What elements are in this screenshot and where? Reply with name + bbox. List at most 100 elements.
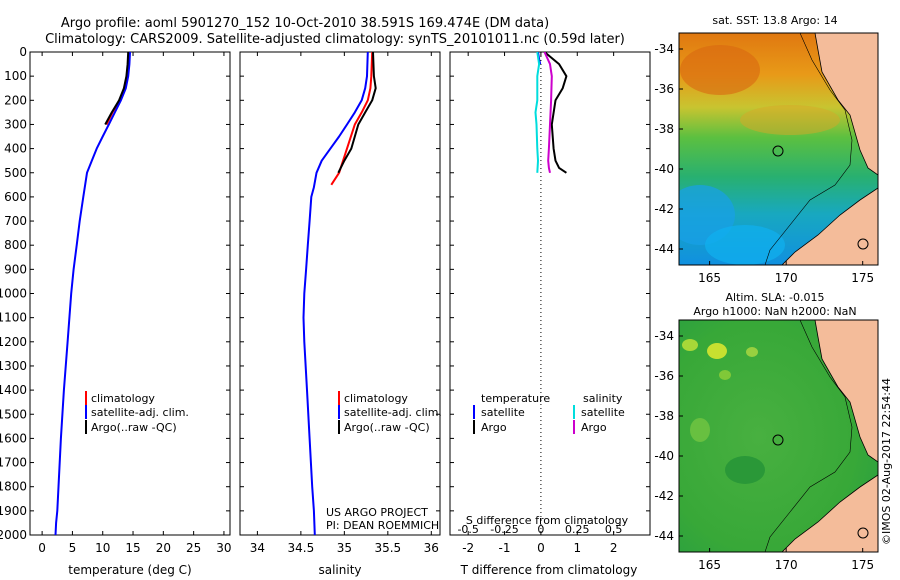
legend-argo: Argo(..raw -QC) — [344, 421, 430, 434]
temperature-xlabel: temperature (deg C) — [68, 563, 191, 577]
depth-tick-label: 900 — [4, 262, 27, 276]
argo-position-marker — [772, 145, 784, 157]
depth-tick-label: 1600 — [0, 431, 27, 445]
salinity-axes — [239, 51, 441, 536]
series-line-argo-raw-qc- — [104, 52, 130, 125]
salinity-xlabel: salinity — [318, 563, 361, 577]
map-lat-label: -40 — [654, 449, 674, 463]
map-lat-label: -36 — [654, 369, 674, 383]
depth-tick-label: 1700 — [0, 456, 27, 470]
temperature-axes — [29, 51, 231, 536]
depth-tick-label: 1500 — [0, 407, 27, 421]
project-annotation-line1: US ARGO PROJECT — [326, 506, 428, 519]
legend-s-satellite: satellite — [581, 406, 625, 419]
map-lat-label: -38 — [654, 122, 674, 136]
map-lat-label: -42 — [654, 202, 674, 216]
sst-map-title: sat. SST: 13.8 Argo: 14 — [712, 14, 837, 27]
series-line-argo-raw-qc- — [337, 52, 377, 174]
temperature-xtick-label: 25 — [186, 541, 201, 555]
temperature-legend: climatology satellite-adj. clim. Argo(..… — [85, 391, 189, 434]
legend-satellite-adj: satellite-adj. clim. — [91, 406, 189, 419]
depth-tick-label: 1400 — [0, 383, 27, 397]
header-line1: Argo profile: aoml 5901270_152 10-Oct-20… — [61, 16, 549, 31]
depth-tick-label: 400 — [4, 142, 27, 156]
map-lon-label: 175 — [851, 271, 874, 285]
north-island-land — [814, 33, 878, 176]
map-lat-label: -44 — [654, 529, 674, 543]
difference-xtick-label: 2 — [610, 541, 618, 555]
depth-tick-label: 700 — [4, 214, 27, 228]
sla-map-title1: Altim. SLA: -0.015 — [725, 291, 824, 304]
sst-map — [679, 33, 878, 265]
map-lat-label: -36 — [654, 82, 674, 96]
sla-map-title2: Argo h1000: NaN h2000: NaN — [693, 305, 856, 318]
depth-tick-label: 800 — [4, 238, 27, 252]
salinity-legend: climatology satellite-adj. clim. Argo(..… — [338, 391, 442, 434]
depth-tick-label: 1000 — [0, 287, 27, 301]
salinity-diff-tick-label: 0 — [537, 523, 544, 536]
legend-t-satellite: satellite — [481, 406, 525, 419]
difference-xtick-label: 1 — [573, 541, 581, 555]
map-lon-label: 170 — [775, 271, 798, 285]
isobath-contour — [764, 320, 853, 552]
salinity-diff-tick-label: 0.5 — [605, 523, 623, 536]
project-annotation-line2: PI: DEAN ROEMMICH — [326, 519, 439, 532]
salinity-xtick-label: 35.5 — [374, 541, 401, 555]
series-line-s-argo — [543, 52, 553, 174]
map-lat-label: -38 — [654, 409, 674, 423]
sst-secondary-marker — [857, 238, 869, 250]
north-island-land — [814, 320, 878, 463]
depth-tick-label: 1900 — [0, 504, 27, 518]
salinity-diff-tick-label: -0.25 — [490, 523, 518, 536]
map-lat-label: -34 — [654, 329, 674, 343]
map-lat-label: -40 — [654, 162, 674, 176]
depth-tick-label: 1300 — [0, 359, 27, 373]
series-line-s-satellite — [534, 52, 541, 173]
legend-argo: Argo(..raw -QC) — [91, 421, 177, 434]
difference-legend: temperature salinity satellite Argo sate… — [473, 392, 625, 434]
depth-tick-label: 2000 — [0, 528, 27, 542]
south-island-land — [781, 474, 878, 552]
salinity-diff-tick-label: 0.25 — [565, 523, 590, 536]
temperature-xtick-label: 15 — [125, 541, 140, 555]
header-line2: Climatology: CARS2009. Satellite-adjuste… — [45, 32, 625, 47]
map-lon-label: 165 — [698, 558, 721, 572]
difference-xtick-label: -2 — [462, 541, 474, 555]
legend-s-argo: Argo — [581, 421, 607, 434]
temperature-xtick-label: 5 — [69, 541, 77, 555]
depth-tick-label: 300 — [4, 117, 27, 131]
map-lon-label: 175 — [851, 558, 874, 572]
series-line-satellite-adj-clim- — [54, 52, 131, 535]
legend-salinity-title: salinity — [583, 392, 623, 405]
sla-map — [679, 320, 878, 552]
argo-position-marker — [772, 434, 784, 446]
legend-climatology: climatology — [344, 392, 408, 405]
legend-temperature-title: temperature — [481, 392, 550, 405]
series-line-t-argo — [543, 52, 568, 174]
map-lon-label: 170 — [775, 558, 798, 572]
salinity-xtick-label: 36 — [424, 541, 439, 555]
difference-top-label: S difference from climatology — [466, 514, 629, 527]
temperature-xtick-label: 0 — [38, 541, 46, 555]
temperature-xtick-label: 20 — [156, 541, 171, 555]
sst-map-frame — [678, 32, 879, 266]
difference-xtick-label: -1 — [499, 541, 511, 555]
difference-xtick-label: 0 — [537, 541, 545, 555]
legend-climatology: climatology — [91, 392, 155, 405]
depth-tick-label: 1800 — [0, 480, 27, 494]
imos-credit: ©IMOS 02-Aug-2017 22:54:44 — [880, 378, 893, 545]
map-lat-label: -44 — [654, 242, 674, 256]
difference-xlabel: T difference from climatology — [460, 563, 638, 577]
map-lon-label: 165 — [698, 271, 721, 285]
temperature-xtick-label: 30 — [216, 541, 231, 555]
sla-map-frame — [678, 319, 879, 553]
legend-satellite-adj: satellite-adj. clim. — [344, 406, 442, 419]
depth-tick-label: 1200 — [0, 335, 27, 349]
depth-tick-label: 600 — [4, 190, 27, 204]
map-lat-label: -34 — [654, 42, 674, 56]
depth-tick-label: 1100 — [0, 311, 27, 325]
temperature-xtick-label: 10 — [95, 541, 110, 555]
series-line-satellite-adj-clim- — [302, 52, 369, 535]
map-lat-label: -42 — [654, 489, 674, 503]
